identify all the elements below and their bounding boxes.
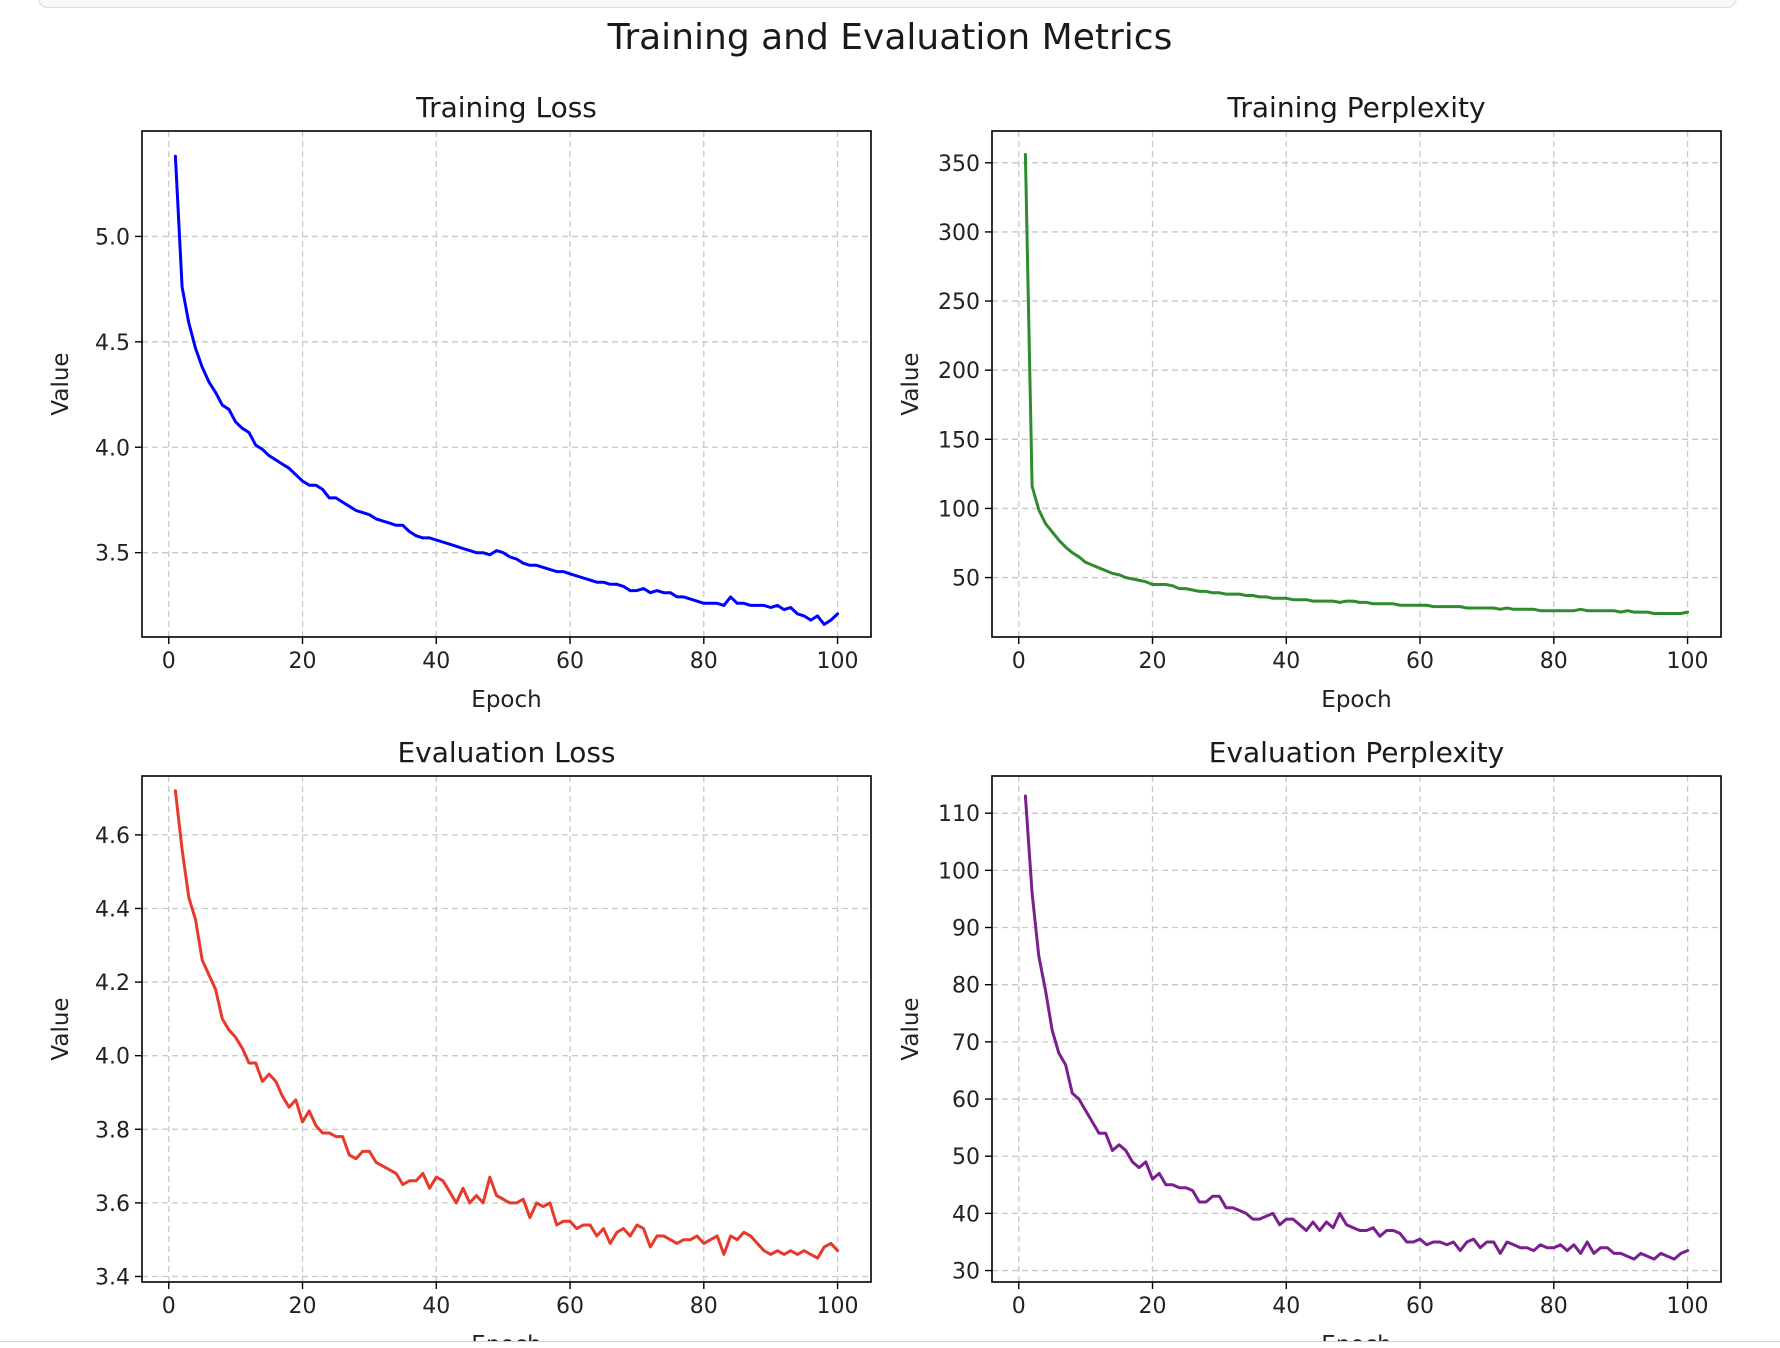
x-tick-label: 80 [1540, 649, 1568, 674]
axes-frame [141, 775, 872, 1283]
y-tick-label: 350 [938, 152, 980, 177]
y-tick-label: 50 [952, 1145, 980, 1170]
chart-title: Evaluation Perplexity [1209, 736, 1504, 769]
y-tick-label: 3.5 [95, 542, 130, 567]
panel-evaluation-loss: 0 20 40 60 80 100 3.4 3.6 3.8 4.0 4.2 4.4 4.6 Evaluat… [48, 736, 872, 1348]
y-tick-label: 200 [938, 359, 980, 384]
x-tick-label: 100 [1667, 649, 1709, 674]
y-tick-label: 3.4 [95, 1265, 130, 1290]
figure-suptitle: Training and Evaluation Metrics [607, 17, 1173, 58]
x-tick-label: 40 [1272, 649, 1300, 674]
x-tick-label: 40 [422, 649, 450, 674]
y-axis-label: Value [48, 997, 74, 1060]
x-axis-label: Epoch [1321, 687, 1391, 713]
y-tick-label: 4.0 [95, 436, 130, 461]
y-axis-label: Value [898, 997, 924, 1060]
chart-title: Training Perplexity [1226, 91, 1485, 124]
series-line [1023, 794, 1690, 1261]
y-tick-label: 4.4 [95, 897, 130, 922]
y-tick-label: 3.8 [95, 1118, 130, 1143]
y-tick-label: 150 [938, 428, 980, 453]
x-tick-label: 60 [556, 1294, 584, 1319]
series-line [1023, 153, 1690, 615]
chart-title: Evaluation Loss [397, 736, 615, 769]
series-line [173, 154, 840, 626]
y-tick-label: 100 [938, 859, 980, 884]
x-tick-label: 100 [817, 649, 859, 674]
y-tick-label: 4.5 [95, 331, 130, 356]
x-tick-label: 60 [1406, 649, 1434, 674]
y-tick-label: 40 [952, 1202, 980, 1227]
y-tick-label: 4.2 [95, 971, 130, 996]
y-tick-label: 80 [952, 974, 980, 999]
y-tick-label: 4.6 [95, 824, 130, 849]
x-tick-label: 40 [1272, 1294, 1300, 1319]
x-axis-label: Epoch [471, 687, 541, 713]
y-tick-label: 3.6 [95, 1192, 130, 1217]
x-tick-label: 80 [1540, 1294, 1568, 1319]
y-tick-label: 70 [952, 1031, 980, 1056]
y-tick-label: 110 [938, 802, 980, 827]
y-tick-label: 50 [952, 567, 980, 592]
subplot-grid: 0 20 40 60 80 100 3.5 4.0 4.5 5.0 Training Loss Epo… [48, 91, 1722, 1348]
x-tick-label: 80 [690, 1294, 718, 1319]
x-tick-label: 0 [1012, 1294, 1026, 1319]
x-tick-label: 100 [817, 1294, 859, 1319]
x-tick-label: 100 [1667, 1294, 1709, 1319]
y-tick-label: 5.0 [95, 225, 130, 250]
y-tick-label: 4.0 [95, 1045, 130, 1070]
axes-frame [991, 775, 1722, 1283]
series-line [173, 789, 840, 1260]
y-tick-label: 90 [952, 917, 980, 942]
x-tick-label: 0 [162, 649, 176, 674]
y-tick-label: 300 [938, 221, 980, 246]
y-tick-label: 250 [938, 290, 980, 315]
chart-title: Training Loss [415, 91, 597, 124]
y-axis-label: Value [898, 352, 924, 415]
panel-training-perplexity: 0 20 40 60 80 100 50 100 150 200 250 300 350 Training… [898, 91, 1722, 713]
axes-frame [141, 130, 872, 638]
panel-evaluation-perplexity: 0 20 40 60 80 100 30 40 50 60 70 80 90 100 110 Evaluati… [898, 736, 1722, 1348]
x-tick-label: 60 [1406, 1294, 1434, 1319]
y-tick-label: 60 [952, 1088, 980, 1113]
panel-training-loss: 0 20 40 60 80 100 3.5 4.0 4.5 5.0 Training Loss Epo… [48, 91, 872, 713]
x-tick-label: 20 [289, 1294, 317, 1319]
axes-frame [991, 130, 1722, 638]
x-tick-label: 40 [422, 1294, 450, 1319]
y-tick-label: 30 [952, 1260, 980, 1285]
x-tick-label: 20 [289, 649, 317, 674]
y-axis-label: Value [48, 352, 74, 415]
x-tick-label: 0 [162, 1294, 176, 1319]
x-tick-label: 60 [556, 649, 584, 674]
bottom-edge [0, 1342, 1780, 1348]
bottom-divider [0, 1341, 1780, 1342]
x-tick-label: 80 [690, 649, 718, 674]
y-tick-label: 100 [938, 497, 980, 522]
x-tick-label: 20 [1139, 649, 1167, 674]
x-tick-label: 20 [1139, 1294, 1167, 1319]
x-tick-label: 0 [1012, 649, 1026, 674]
